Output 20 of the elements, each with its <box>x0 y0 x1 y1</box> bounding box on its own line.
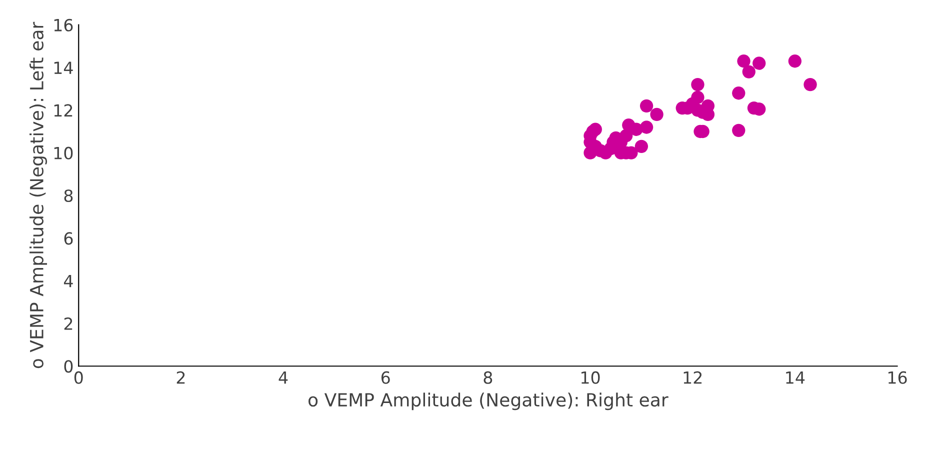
x-tick-label: 0 <box>74 371 83 384</box>
y-tick-label: 6 <box>64 232 73 245</box>
y-tick-label: 2 <box>64 317 72 330</box>
x-tick-label: 8 <box>484 371 492 384</box>
y-tick-label: 16 <box>54 18 73 32</box>
y-tick-label: 14 <box>54 62 73 74</box>
x-tick-label: 4 <box>278 371 288 384</box>
x-tick-label: 2 <box>176 371 185 384</box>
x-tick-label: 14 <box>786 371 805 384</box>
x-tick-label: 12 <box>684 371 702 384</box>
x-tick-label: 6 <box>381 371 390 384</box>
x-axis-title: o VEMP Amplitude (Negative): Right ear <box>308 392 668 410</box>
y-tick-label: 4 <box>64 274 73 288</box>
x-tick-label: 16 <box>888 371 907 384</box>
y-tick-label: 10 <box>54 146 73 160</box>
y-tick-label: 8 <box>64 189 73 202</box>
y-axis-title: o VEMP Amplitude (Negative): Left ear <box>30 22 47 368</box>
x-tick-label: 10 <box>581 371 600 384</box>
y-tick-label: 12 <box>54 104 72 117</box>
y-tick-label: 0 <box>64 360 73 373</box>
